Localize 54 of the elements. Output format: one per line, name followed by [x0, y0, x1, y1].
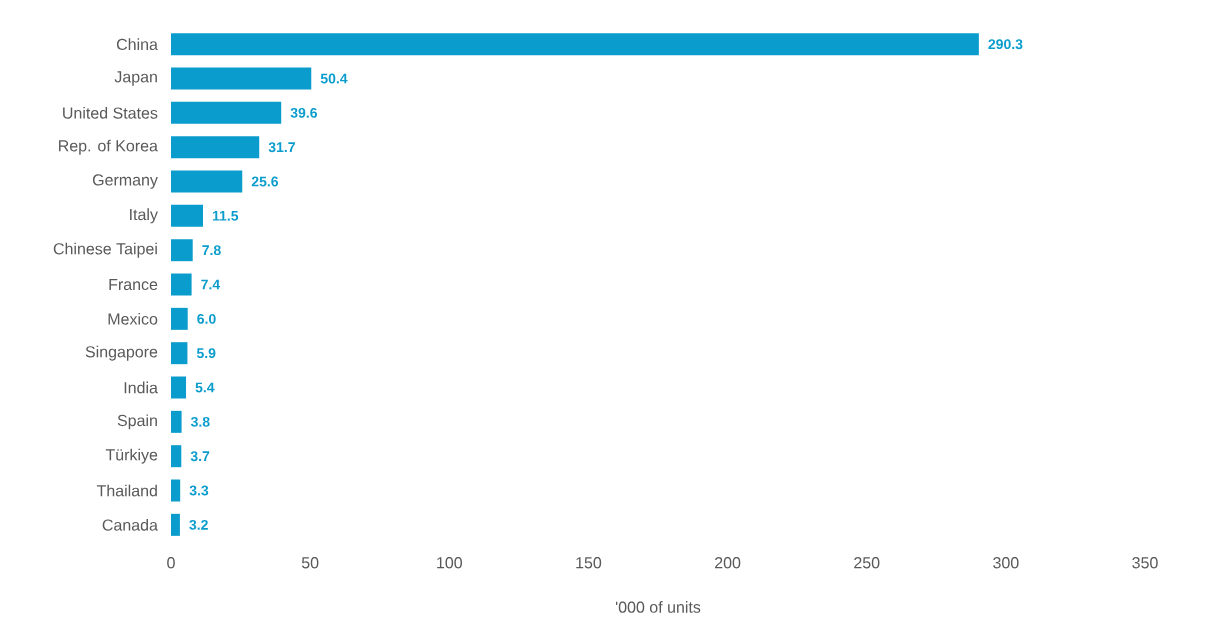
y-tick-label: Italy — [130, 208, 158, 224]
bar — [171, 307, 188, 330]
y-tick-label: India — [124, 381, 158, 394]
x-tick-label: 300 — [993, 557, 1019, 569]
bar — [171, 136, 260, 159]
data-label: 3.7 — [190, 451, 210, 462]
bar — [171, 33, 979, 56]
y-tick-label: Türkiye — [105, 448, 158, 464]
x-tick-label: 150 — [576, 557, 602, 569]
data-label: 290.3 — [988, 39, 1023, 50]
y-tick-label: Spain — [117, 414, 157, 430]
x-tick-label: 250 — [854, 557, 880, 569]
x-axis-title: '000 of units — [615, 601, 701, 613]
y-tick-label: Germany — [92, 174, 158, 189]
y-tick-label: Japan — [114, 71, 157, 86]
y-tick-label: Singapore — [85, 345, 158, 361]
y-tick-label: Chinese Taipei — [53, 242, 157, 258]
bar — [171, 410, 182, 433]
x-tick-label: 0 — [167, 557, 175, 569]
data-label: 3.8 — [190, 416, 210, 427]
bar — [171, 445, 182, 468]
data-label: 50.4 — [320, 73, 348, 84]
bar — [171, 170, 243, 193]
data-label: 39.6 — [290, 107, 318, 118]
data-label: 7.4 — [201, 279, 221, 290]
data-label: 5.9 — [196, 348, 216, 359]
y-tick-label: China — [116, 38, 158, 51]
x-tick-label: 200 — [715, 557, 741, 569]
data-label: 7.8 — [202, 245, 221, 256]
y-tick-label: Mexico — [108, 312, 158, 325]
data-label: 11.5 — [212, 210, 239, 221]
data-label: 3.2 — [189, 519, 208, 530]
x-tick-label: 350 — [1132, 557, 1158, 569]
data-label: 31.7 — [268, 142, 295, 153]
y-tick-label: Rep. of Korea — [59, 139, 158, 155]
bar — [171, 342, 188, 365]
data-label: 25.6 — [251, 176, 279, 187]
y-tick-label: United States — [63, 106, 158, 119]
bar — [171, 513, 180, 536]
x-tick-label: 50 — [301, 557, 319, 569]
bar — [171, 479, 181, 502]
bar — [171, 239, 193, 262]
bar — [171, 101, 282, 124]
data-label: 3.3 — [189, 485, 209, 496]
y-tick-label: France — [109, 278, 158, 291]
data-label: 5.4 — [195, 382, 215, 393]
x-tick-label: 100 — [437, 557, 463, 569]
y-tick-label: Canada — [102, 518, 158, 531]
data-label: 6.0 — [197, 313, 216, 324]
y-tick-label: Thailand — [96, 484, 157, 497]
bar — [171, 67, 312, 90]
bar — [171, 273, 192, 296]
bar — [171, 376, 187, 399]
bar — [171, 204, 203, 227]
